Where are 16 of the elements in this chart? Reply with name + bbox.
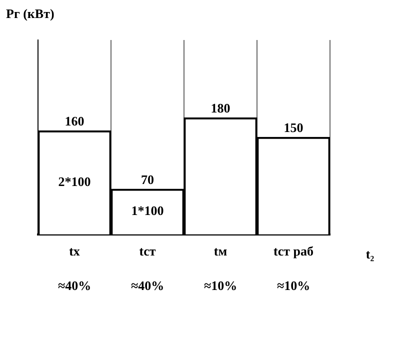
data-label: 150 <box>284 120 304 136</box>
y-axis-title: Pг (кВт) <box>6 6 54 21</box>
x-axis-title: t₂ <box>366 246 374 262</box>
text: ≈40% <box>130 278 164 293</box>
annotation: 2*100 <box>58 174 91 189</box>
x-tick-label: tм <box>214 244 228 259</box>
data-label: 180 <box>210 100 230 116</box>
text: ≈10% <box>204 278 238 293</box>
x-tick-label: tст раб <box>274 244 314 259</box>
annotation: 1*100 <box>131 203 164 218</box>
text: ≈40% <box>58 278 92 293</box>
text: ≈10% <box>276 278 310 293</box>
data-label: 160 <box>64 114 84 129</box>
data-label: 70 <box>141 172 154 187</box>
x-tick-label: tст <box>139 244 156 259</box>
x-tick-label: tх <box>69 244 80 259</box>
